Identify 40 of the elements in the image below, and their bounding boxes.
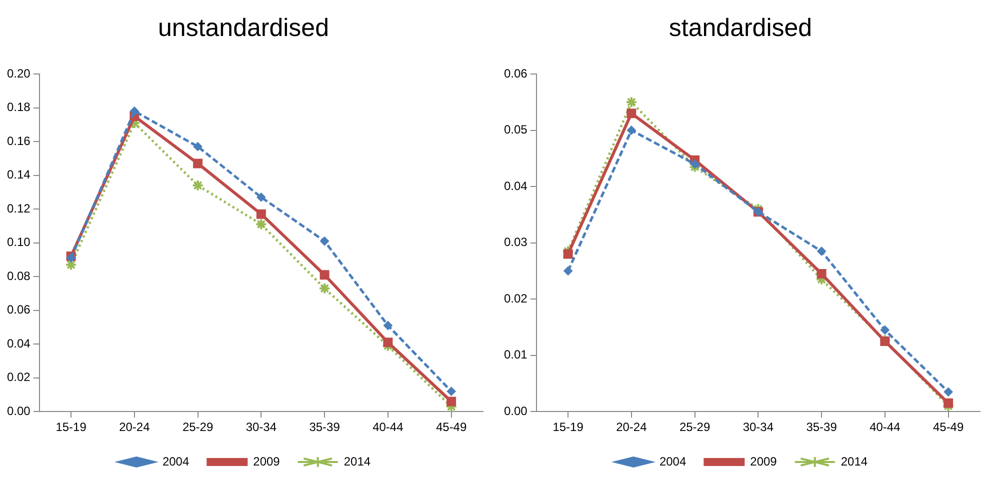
- y-tick-label: 0.08: [6, 268, 31, 283]
- y-tick-label: 0.03: [504, 235, 528, 250]
- y-tick-label: 0.14: [6, 168, 31, 182]
- chart-title: unstandardised: [158, 14, 329, 42]
- x-tick-label: 35-39: [309, 420, 340, 434]
- x-tick-label: 30-34: [246, 420, 277, 434]
- x-tick-label: 40-44: [372, 420, 404, 434]
- y-tick-label: 0.00: [504, 404, 528, 418]
- y-tick-label: 0.05: [504, 122, 528, 137]
- x-tick-label: 35-39: [806, 420, 838, 434]
- legend-label: 2009: [750, 454, 778, 468]
- legend-label: 2004: [162, 454, 190, 468]
- y-tick-label: 0.18: [6, 100, 31, 114]
- y-tick-label: 0.02: [504, 291, 528, 306]
- y-tick-label: 0.02: [6, 370, 31, 384]
- x-tick-label: 45-49: [436, 420, 467, 434]
- y-tick-label: 0.04: [6, 336, 31, 350]
- y-tick-label: 0.16: [6, 134, 31, 148]
- x-tick-label: 15-19: [56, 420, 87, 434]
- x-tick-label: 25-29: [182, 420, 214, 434]
- legend-label: 2004: [659, 454, 686, 468]
- y-tick-label: 0.20: [6, 66, 31, 80]
- y-tick-label: 0.04: [504, 178, 528, 193]
- chart-title: standardised: [668, 14, 812, 42]
- y-tick-label: 0.06: [504, 66, 528, 80]
- legend-label: 2009: [253, 454, 280, 468]
- y-tick-label: 0.01: [504, 348, 528, 362]
- y-tick-label: 0.06: [6, 302, 31, 317]
- x-tick-label: 20-24: [119, 420, 150, 434]
- x-tick-label: 25-29: [679, 420, 710, 434]
- y-tick-label: 0.00: [6, 404, 31, 418]
- legend-label: 2014: [840, 454, 868, 468]
- x-tick-label: 30-34: [742, 420, 774, 434]
- legend-label: 2014: [344, 454, 371, 468]
- x-tick-label: 20-24: [616, 420, 648, 434]
- x-tick-label: 45-49: [932, 420, 964, 434]
- y-tick-label: 0.12: [6, 201, 31, 216]
- x-tick-label: 40-44: [870, 420, 901, 434]
- x-tick-label: 15-19: [552, 420, 584, 434]
- y-tick-label: 0.10: [6, 235, 31, 250]
